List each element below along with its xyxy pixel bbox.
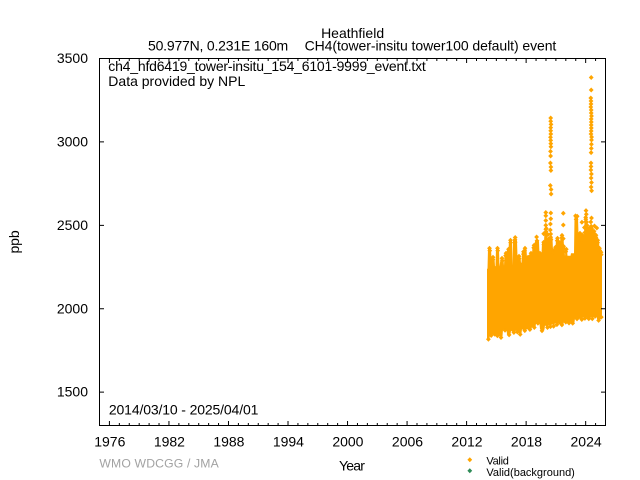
svg-text:3500: 3500 — [57, 50, 88, 66]
svg-text:2012: 2012 — [451, 434, 482, 450]
svg-text:2000: 2000 — [57, 300, 88, 316]
svg-text:ch4_hfd6419_tower-insitu_154_6: ch4_hfd6419_tower-insitu_154_6101-9999_e… — [108, 58, 426, 74]
svg-text:1976: 1976 — [94, 434, 125, 450]
svg-text:Valid: Valid — [486, 456, 508, 468]
svg-text:1994: 1994 — [273, 434, 304, 450]
svg-text:1500: 1500 — [57, 384, 88, 400]
svg-text:3000: 3000 — [57, 134, 88, 150]
svg-text:2000: 2000 — [332, 434, 363, 450]
svg-text:2018: 2018 — [511, 434, 542, 450]
svg-text:2500: 2500 — [57, 217, 88, 233]
svg-text:2006: 2006 — [392, 434, 423, 450]
svg-text:1982: 1982 — [154, 434, 185, 450]
svg-text:50.977N, 0.231E 160m: 50.977N, 0.231E 160m — [148, 37, 288, 53]
svg-text:Data provided by NPL: Data provided by NPL — [108, 73, 245, 89]
svg-text:Year: Year — [339, 457, 365, 473]
svg-text:ppb: ppb — [6, 230, 22, 253]
svg-text:WMO WDCGG / JMA: WMO WDCGG / JMA — [99, 456, 219, 470]
svg-text:2024: 2024 — [571, 434, 602, 450]
svg-text:Heathfield: Heathfield — [321, 25, 384, 41]
svg-text:1988: 1988 — [213, 434, 244, 450]
svg-text:Valid(background): Valid(background) — [486, 467, 574, 479]
svg-text:CH4(tower-insitu tower100 defa: CH4(tower-insitu tower100 default) event — [305, 37, 557, 53]
svg-text:2014/03/10 - 2025/04/01: 2014/03/10 - 2025/04/01 — [109, 401, 259, 417]
